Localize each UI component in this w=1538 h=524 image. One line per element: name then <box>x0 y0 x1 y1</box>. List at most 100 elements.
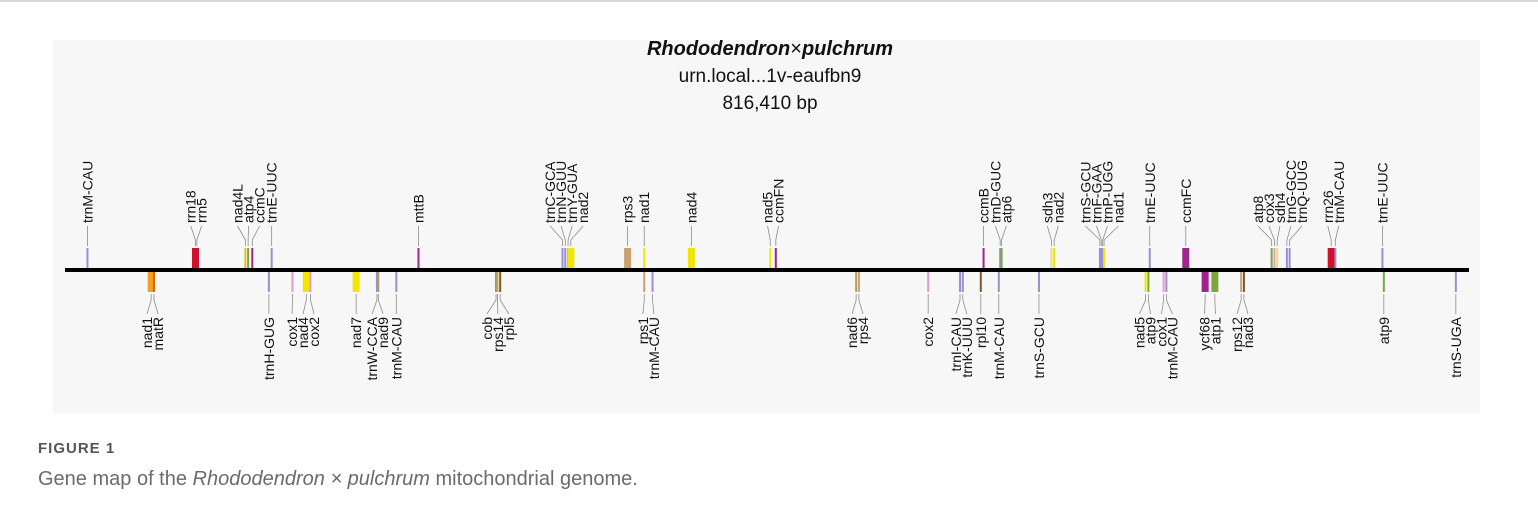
gene-leader <box>1139 294 1146 315</box>
genome-accession: urn.local...1v-eaufbn9 <box>678 66 862 87</box>
gene-label: nad1 <box>1110 192 1126 223</box>
gene-label: ccmC <box>252 187 268 223</box>
gene-leader <box>1268 225 1275 246</box>
gene-rps1: rps1 <box>635 272 651 344</box>
gene-leader <box>251 225 260 246</box>
gene-label: nad9 <box>375 317 391 348</box>
gene-cox1: cox1 <box>284 272 300 347</box>
gene-leader <box>1096 225 1102 246</box>
gene-label: trnG-GCC <box>1283 160 1299 223</box>
gene-mark <box>496 272 499 292</box>
gene-label: trnS-GCU <box>1077 162 1093 223</box>
genome-length: 816,410 bp <box>722 93 818 114</box>
gene-mark <box>395 272 398 292</box>
gene-cox2: cox2 <box>306 272 322 347</box>
gene-label: trnN-GUU <box>553 161 569 223</box>
gene-mark <box>979 272 982 292</box>
gene-trne-uuc: trnE-UUC <box>264 162 280 268</box>
gene-leader <box>560 225 566 246</box>
gene-label: trnP-UGG <box>1099 161 1115 223</box>
gene-trnw-cca: trnW-CCA <box>364 272 380 381</box>
gene-leader <box>1053 225 1059 246</box>
gene-rpl5: rpl5 <box>499 272 517 340</box>
gene-leader <box>775 225 779 246</box>
gene-label: cob <box>479 317 495 340</box>
gene-leader <box>377 294 384 315</box>
gene-cox3: cox3 <box>1261 193 1277 268</box>
gene-nad2: nad2 <box>1050 192 1066 268</box>
gene-trnm-cau: trnM-CAU <box>388 272 404 379</box>
gene-label: sdh4 <box>1272 192 1288 223</box>
gene-mark <box>855 272 858 292</box>
gene-trnc-gca: trnC-GCA <box>542 161 564 268</box>
gene-leader <box>1276 225 1281 246</box>
gene-mark <box>267 272 270 292</box>
gene-label: trnM-CAU <box>1331 161 1347 223</box>
gene-trns-gcu: trnS-GCU <box>1031 272 1047 378</box>
figure-label: FIGURE 1 <box>38 440 116 457</box>
gene-mark <box>195 248 198 268</box>
gene-mark <box>1098 248 1101 268</box>
gene-ccmfn: ccmFN <box>771 179 787 268</box>
gene-mark <box>1334 248 1337 268</box>
gene-mark <box>643 272 646 292</box>
gene-leader <box>196 225 203 246</box>
gene-leader <box>153 294 159 315</box>
gene-mark <box>191 248 199 268</box>
gene-rrn18: rrn18 <box>183 190 199 268</box>
gene-mark <box>999 248 1002 268</box>
gene-label: atp4 <box>241 196 257 223</box>
genome-axis <box>65 268 1469 272</box>
gene-leader <box>1289 225 1303 246</box>
gene-leader <box>190 225 196 246</box>
gene-atp8: atp8 <box>1250 196 1273 268</box>
gene-leader <box>1165 294 1173 315</box>
gene-mark <box>352 272 360 292</box>
gene-mark <box>1270 248 1273 268</box>
gene-leader <box>567 225 573 246</box>
gene-trng-gcc: trnG-GCC <box>1283 160 1299 268</box>
gene-label: rps4 <box>855 317 871 344</box>
gene-mark <box>1201 272 1209 292</box>
gene-nad2: nad2 <box>567 192 591 268</box>
gene-mark <box>495 272 498 292</box>
gene-label: nad3 <box>1240 317 1256 348</box>
gene-label: nad5 <box>1131 317 1147 348</box>
gene-label: trnY-GUA <box>564 163 580 223</box>
gene-label: trnE-UUC <box>264 162 280 223</box>
gene-label: rps3 <box>620 196 636 223</box>
gene-atp4: atp4 <box>241 196 257 268</box>
gene-label: sdh3 <box>1039 192 1055 223</box>
gene-leader <box>858 294 864 315</box>
gene-sdh4: sdh4 <box>1272 192 1288 268</box>
gene-leader <box>146 294 152 315</box>
gene-trnq-uug: trnQ-UUG <box>1288 160 1310 268</box>
gene-label: rpl5 <box>501 317 517 341</box>
gene-trnn-guu: trnN-GUU <box>553 161 569 268</box>
gene-label: nad4 <box>295 317 311 348</box>
gene-label: nad4L <box>230 184 246 223</box>
gene-leader <box>1214 294 1216 315</box>
gene-leader <box>1085 225 1101 246</box>
gene-nad4l: nad4L <box>230 184 247 268</box>
gene-nad5: nad5 <box>1131 272 1147 348</box>
gene-cob: cob <box>479 272 498 340</box>
gene-mark <box>1240 272 1243 292</box>
gene-mark <box>564 248 567 268</box>
gene-label: rps14 <box>490 317 506 352</box>
gene-trne-uuc: trnE-UUC <box>1374 162 1390 268</box>
gene-label: trnM-CAU <box>646 317 662 379</box>
gene-label: rrn5 <box>194 198 210 223</box>
genome-title: Rhododendron×pulchrum <box>646 38 894 60</box>
gene-nad3: nad3 <box>1240 272 1256 348</box>
gene-label: mttB <box>410 194 426 223</box>
gene-mark <box>1100 248 1103 268</box>
gene-label: nad5 <box>760 192 776 223</box>
gene-mark <box>291 272 294 292</box>
gene-mark <box>1000 248 1003 268</box>
gene-leader <box>962 294 968 315</box>
gene-atp9: atp9 <box>1142 272 1158 344</box>
gene-nad7: nad7 <box>348 272 364 348</box>
